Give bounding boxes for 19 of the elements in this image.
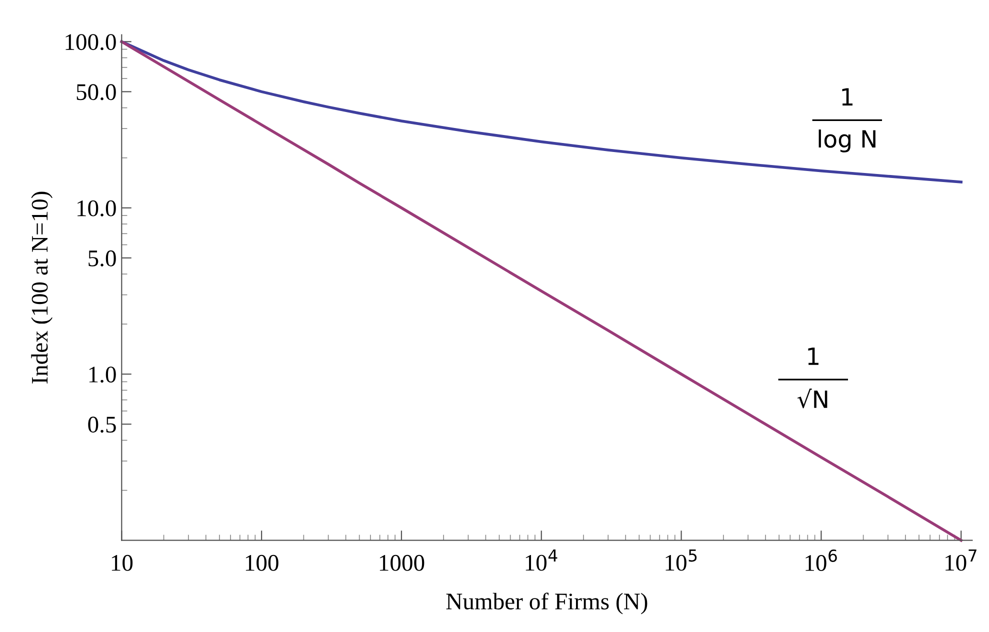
x-tick-label: 100 bbox=[246, 554, 278, 571]
x-axis-title: Number of Firms (N) bbox=[446, 592, 648, 614]
y-tick-label: 10.0 bbox=[78, 200, 116, 216]
y-tick-label: 50.0 bbox=[76, 84, 116, 100]
y-axis-title: Index (100 at N=10) bbox=[31, 192, 53, 384]
x-tick-label: 10 bbox=[112, 554, 133, 571]
x-tick-label: 10$^{4}$ bbox=[526, 549, 558, 571]
annotation: 1 bbox=[842, 88, 852, 106]
y-tick-label: 100.0 bbox=[66, 34, 116, 50]
annotation: 1 bbox=[808, 348, 818, 365]
x-tick-label: 10$^{5}$ bbox=[666, 549, 697, 571]
x-tick-label: 10$^{6}$ bbox=[806, 549, 837, 571]
y-tick-label: 5.0 bbox=[88, 250, 116, 266]
x-tick-label: 1000 bbox=[380, 554, 424, 571]
y-tick-label: 0.5 bbox=[88, 416, 116, 433]
x-tick-label: 10$^{7}$ bbox=[946, 549, 976, 571]
annotation: log N bbox=[818, 130, 876, 152]
annotation: √N bbox=[797, 388, 828, 408]
y-tick-label: 1.0 bbox=[89, 366, 116, 383]
